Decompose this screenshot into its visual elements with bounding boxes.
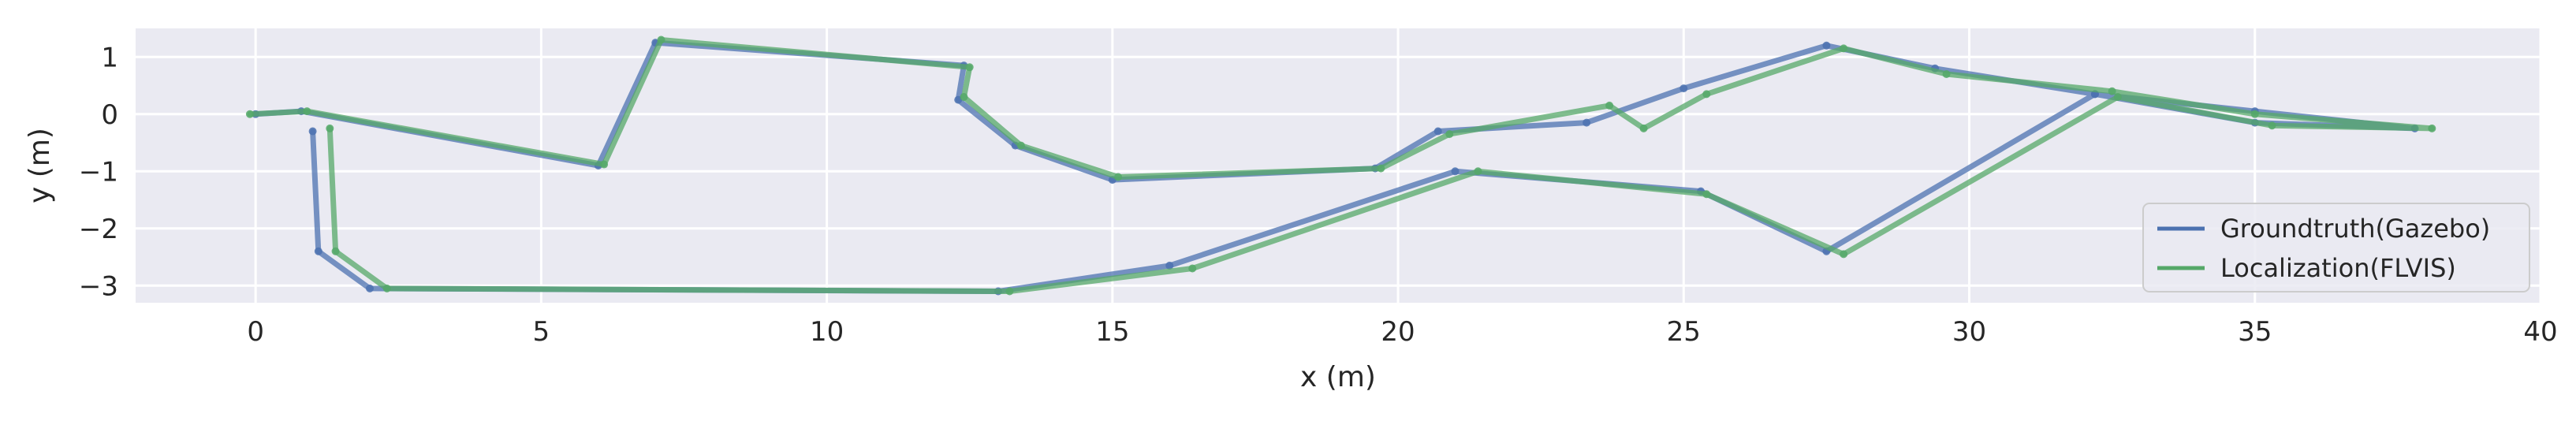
series-point xyxy=(1942,70,1951,78)
legend: Groundtruth(Gazebo) Localization(FLVIS) xyxy=(2142,203,2530,292)
series-point xyxy=(960,93,968,101)
series-point xyxy=(1583,118,1591,127)
x-tick-label: 20 xyxy=(1381,316,1415,348)
series-point xyxy=(303,107,311,116)
series-point xyxy=(1188,264,1197,273)
series-point xyxy=(2250,110,2259,118)
series-line-1 xyxy=(247,37,2435,294)
legend-box xyxy=(2142,203,2530,292)
legend-entry-groundtruth: Groundtruth(Gazebo) xyxy=(2220,214,2490,244)
y-tick-label: 0 xyxy=(101,99,118,131)
series-point xyxy=(1005,287,1014,296)
series-point xyxy=(326,124,334,132)
series-point xyxy=(1605,101,1614,110)
x-tick-label: 10 xyxy=(810,316,844,348)
x-tick-label: 25 xyxy=(1667,316,1701,348)
series-point xyxy=(600,160,609,169)
series-point xyxy=(1433,127,1442,136)
series-point xyxy=(2113,93,2122,101)
series-point xyxy=(1702,90,1711,99)
x-tick-label: 40 xyxy=(2523,316,2557,348)
x-tick-label: 30 xyxy=(1952,316,1986,348)
x-axis-label: x (m) xyxy=(1300,361,1376,393)
series-point xyxy=(1702,190,1711,199)
y-tick-label: 1 xyxy=(101,42,118,73)
x-tick-label: 35 xyxy=(2238,316,2272,348)
series-point xyxy=(1451,167,1459,176)
series-layer xyxy=(245,35,2436,296)
series-point xyxy=(366,284,375,292)
plot-background xyxy=(136,28,2541,303)
x-tick-label: 15 xyxy=(1095,316,1129,348)
series-point xyxy=(382,284,391,292)
grid xyxy=(136,28,2542,303)
series-point xyxy=(1822,41,1831,50)
series-point xyxy=(1679,84,1688,93)
y-tick-label: −1 xyxy=(79,156,118,188)
y-tick-label: −2 xyxy=(79,214,118,245)
series-point xyxy=(2268,121,2276,130)
series-point xyxy=(1445,130,1454,139)
series-point xyxy=(657,35,665,44)
series-point xyxy=(245,110,254,118)
series-point xyxy=(2108,87,2116,95)
series-point xyxy=(1165,261,1174,270)
series-point xyxy=(1114,173,1123,181)
series-point xyxy=(1840,250,1848,259)
legend-entry-localization: Localization(FLVIS) xyxy=(2220,253,2456,283)
x-tick-label: 5 xyxy=(533,316,550,348)
series-point xyxy=(314,247,322,255)
series-point xyxy=(1377,164,1385,173)
series-point xyxy=(1840,44,1848,53)
series-point xyxy=(331,247,340,255)
y-tick-label: −3 xyxy=(79,270,118,302)
series-point xyxy=(1474,167,1482,176)
series-point xyxy=(965,63,974,72)
x-tick-label: 0 xyxy=(247,316,264,348)
series-point xyxy=(2428,124,2436,132)
series-point xyxy=(1639,124,1648,132)
series-point xyxy=(308,127,317,136)
y-axis-label: y (m) xyxy=(24,128,56,203)
series-point xyxy=(1016,141,1025,150)
